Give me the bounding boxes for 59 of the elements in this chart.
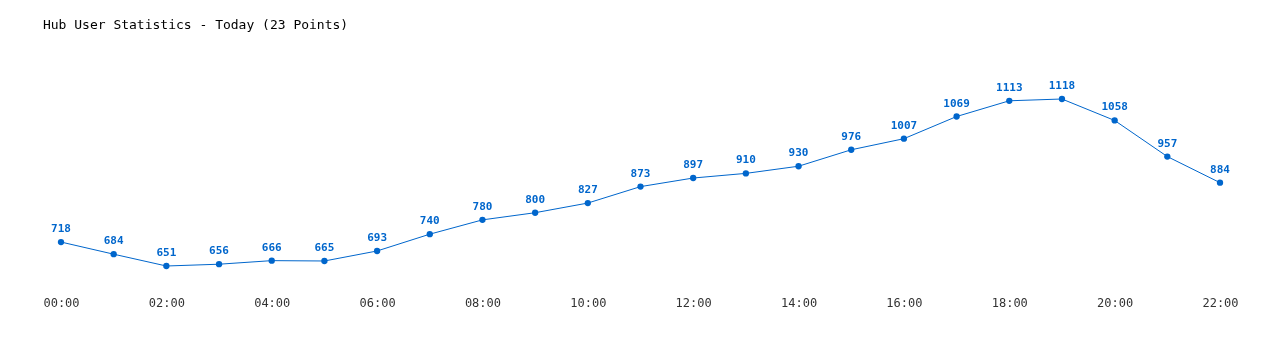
point bbox=[848, 146, 855, 153]
point bbox=[1164, 153, 1171, 160]
point bbox=[1111, 117, 1118, 124]
data-label: 1058 bbox=[1101, 100, 1128, 114]
data-label: 718 bbox=[51, 222, 71, 236]
point bbox=[953, 113, 960, 120]
data-label: 930 bbox=[788, 146, 809, 160]
x-tick-label: 22:00 bbox=[1202, 295, 1239, 310]
data-label: 897 bbox=[683, 158, 704, 172]
x-tick-label: 02:00 bbox=[148, 295, 185, 310]
x-tick-label: 08:00 bbox=[464, 295, 502, 310]
x-tick-label: 10:00 bbox=[570, 295, 607, 310]
point bbox=[690, 174, 697, 182]
data-label: 957 bbox=[1157, 136, 1178, 150]
point bbox=[215, 261, 223, 268]
point bbox=[268, 257, 275, 264]
chart-title: Hub User Statistics - Today (23 Points) bbox=[42, 17, 349, 32]
data-label: 780 bbox=[472, 199, 493, 213]
data-label: 666 bbox=[261, 240, 283, 254]
data-label: 910 bbox=[735, 153, 756, 167]
x-tick-label: 18:00 bbox=[991, 295, 1028, 310]
data-label: 1007 bbox=[890, 118, 918, 132]
data-label: 827 bbox=[577, 183, 598, 197]
x-tick-label: 00:00 bbox=[43, 295, 80, 310]
point bbox=[900, 135, 908, 142]
data-label: 665 bbox=[314, 240, 335, 254]
data-label: 684 bbox=[103, 234, 124, 248]
x-tick-label: 06:00 bbox=[359, 295, 396, 310]
x-tick-label: 14:00 bbox=[780, 295, 818, 310]
data-label: 873 bbox=[630, 166, 651, 180]
data-label: 884 bbox=[1210, 162, 1231, 176]
point bbox=[163, 262, 170, 270]
point bbox=[637, 183, 644, 190]
point bbox=[57, 238, 65, 246]
x-tick-label: 20:00 bbox=[1097, 295, 1134, 310]
point bbox=[1216, 179, 1224, 186]
data-label: 1069 bbox=[943, 96, 970, 110]
data-label: 740 bbox=[419, 214, 440, 228]
point bbox=[531, 209, 539, 216]
point bbox=[1006, 97, 1013, 104]
x-tick-label: 12:00 bbox=[675, 295, 712, 310]
data-label: 656 bbox=[209, 244, 230, 258]
point bbox=[110, 251, 117, 258]
point bbox=[426, 231, 433, 238]
x-tick-label: 16:00 bbox=[886, 295, 923, 310]
data-label: 1113 bbox=[996, 80, 1023, 94]
point bbox=[584, 199, 591, 207]
data-label: 651 bbox=[156, 246, 177, 259]
data-label: 800 bbox=[525, 192, 546, 206]
data-label: 1118 bbox=[1048, 79, 1076, 92]
point bbox=[373, 247, 381, 255]
point bbox=[479, 216, 486, 224]
data-label: 976 bbox=[841, 129, 862, 143]
point bbox=[321, 257, 328, 265]
point bbox=[742, 170, 750, 177]
point bbox=[1058, 95, 1066, 103]
data-label: 693 bbox=[367, 230, 388, 244]
x-tick-label: 04:00 bbox=[254, 295, 291, 310]
point bbox=[795, 163, 802, 170]
